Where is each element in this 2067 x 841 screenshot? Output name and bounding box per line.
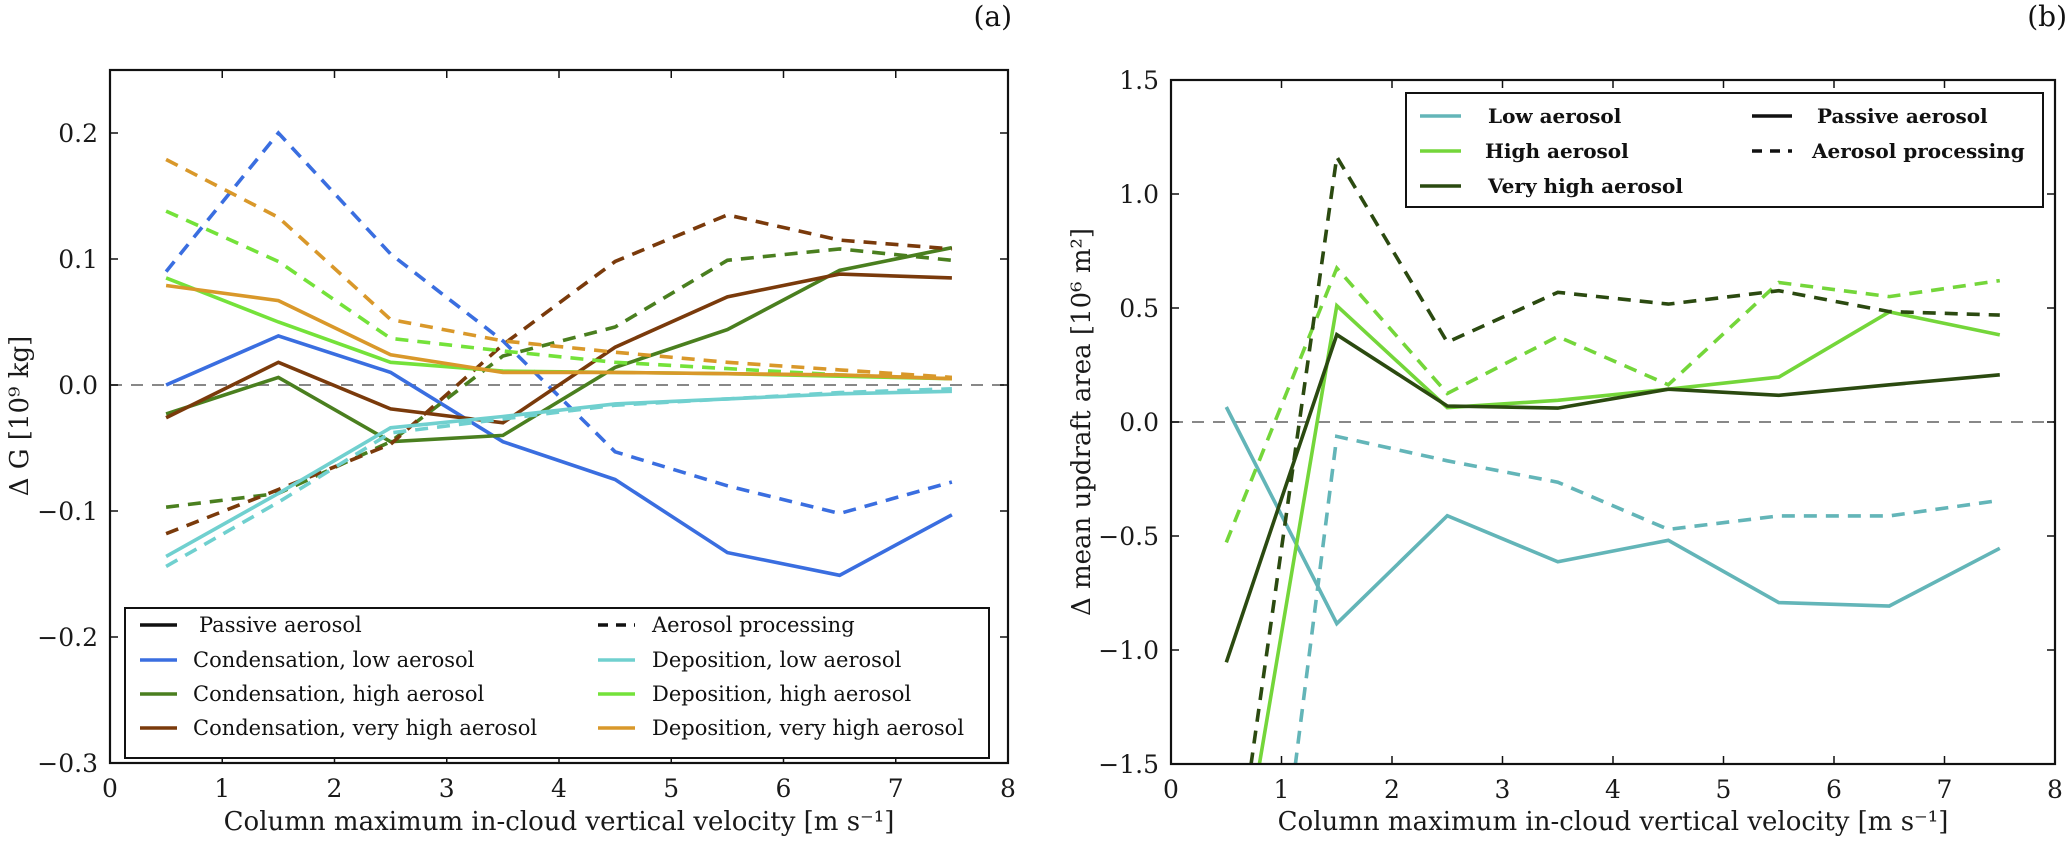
y-tick-label: −0.2: [37, 623, 98, 652]
y-tick-label: 1.0: [1119, 180, 1159, 209]
y-tick-label: −1.5: [1098, 750, 1159, 779]
x-tick-label: 7: [1937, 775, 1953, 804]
panel-a-x-axis-label: Column maximum in-cloud vertical velocit…: [224, 807, 895, 837]
series-line-a-4: Condensation, very high aerosol (passive…: [165, 272, 952, 425]
legend-b-processing-label: Aerosol processing: [1811, 139, 2025, 163]
x-tick-label: 0: [1163, 775, 1179, 804]
x-tick-label: 2: [327, 774, 343, 803]
x-tick-label: 2: [1384, 775, 1400, 804]
x-tick-label: 5: [663, 774, 679, 803]
panel-a-y-axis-label: Δ G [10⁹ kg]: [5, 336, 35, 497]
legend-b-high-label: High aerosol: [1485, 139, 1629, 163]
series-line-a-1: Condensation, low aerosol (processing): [164, 130, 953, 516]
panel-a-chart: (a) Condensation, low aerosol (passive)C…: [5, 0, 1016, 837]
y-tick-label: 0.1: [58, 245, 98, 274]
x-tick-label: 3: [439, 774, 455, 803]
panel-b-y-axis-label: Δ mean updraft area [10⁶ m²]: [1067, 228, 1097, 616]
panel-b-x-axis-label: Column maximum in-cloud vertical velocit…: [1278, 807, 1949, 837]
series-line-a-11: Deposition, very high aerosol (processin…: [165, 157, 953, 380]
y-tick-label: 1.5: [1119, 66, 1159, 95]
legend-dep-high-label: Deposition, high aerosol: [652, 682, 911, 706]
series-line-a-10: Deposition, very high aerosol (passive): [165, 283, 952, 381]
series-line-a-6: Deposition, low aerosol (passive): [165, 389, 952, 558]
x-tick-label: 8: [1000, 774, 1016, 803]
series-line-b-5: Very high aerosol (processing): [1249, 151, 2000, 764]
panel-b-ticks: 0 1 2 3 4 5 6 7 8 −1.5 −1.0 −0.5 0.0 0.5 1.0 1.5: [1098, 66, 2063, 804]
y-tick-label: −0.3: [37, 749, 98, 778]
legend-b-vhigh-label: Very high aerosol: [1487, 174, 1683, 198]
y-tick-label: 0.0: [1119, 408, 1159, 437]
legend-cond-high-label: Condensation, high aerosol: [193, 682, 485, 706]
series-line-b-1: Low aerosol (processing): [1293, 434, 2001, 764]
legend-cond-low-label: Condensation, low aerosol: [193, 648, 475, 672]
y-tick-label: 0.5: [1119, 294, 1159, 323]
x-tick-label: 3: [1495, 775, 1511, 804]
legend-passive-label: Passive aerosol: [199, 613, 362, 637]
x-tick-label: 4: [1605, 775, 1621, 804]
x-tick-label: 6: [1826, 775, 1842, 804]
legend-b-low-label: Low aerosol: [1488, 104, 1622, 128]
y-tick-label: 0.0: [58, 371, 98, 400]
series-line-a-9: Deposition, high aerosol (processing): [165, 209, 952, 381]
series-line-a-7: Deposition, low aerosol (processing): [165, 387, 952, 568]
x-tick-label: 8: [2047, 775, 2063, 804]
panel-a-label: (a): [973, 0, 1012, 33]
x-tick-label: 7: [888, 774, 904, 803]
legend-dep-low-label: Deposition, low aerosol: [652, 648, 902, 672]
series-line-b-4: Very high aerosol (passive): [1224, 331, 2000, 663]
panel-b-chart: (b) Low aerosol (passive)Low aerosol (pr…: [1067, 0, 2067, 837]
x-tick-label: 6: [776, 774, 792, 803]
series-line-a-0: Condensation, low aerosol (passive): [165, 333, 953, 578]
y-tick-label: −1.0: [1098, 636, 1159, 665]
y-tick-label: −0.1: [37, 497, 98, 526]
series-line-a-3: Condensation, high aerosol (processing): [165, 247, 953, 509]
legend-cond-vhigh-label: Condensation, very high aerosol: [193, 716, 537, 740]
panel-a-legend-box: [124, 607, 990, 759]
x-tick-label: 1: [1274, 775, 1290, 804]
panel-b-legend-box: [1405, 92, 2044, 208]
series-line-b-0: Low aerosol (passive): [1224, 406, 2001, 627]
series-line-a-2: Condensation, high aerosol (passive): [165, 245, 953, 444]
y-tick-label: 0.2: [58, 119, 98, 148]
panel-b-label: (b): [2027, 0, 2067, 33]
x-tick-label: 4: [551, 774, 567, 803]
legend-b-passive-label: Passive aerosol: [1817, 104, 1988, 128]
x-tick-label: 5: [1716, 775, 1732, 804]
panel-b-series-group: Low aerosol (passive)Low aerosol (proces…: [1171, 151, 2055, 764]
y-tick-label: −0.5: [1098, 522, 1159, 551]
panel-a-series-group: Condensation, low aerosol (passive)Conde…: [110, 130, 1008, 578]
panel-a-ticks: 0 1 2 3 4 5 6 7 8 −0.3 −0.2 −0.1 0.0 0.1 0.2: [37, 70, 1016, 803]
series-line-b-2: High aerosol (passive): [1257, 302, 2001, 764]
panel-a-legend: Passive aerosol Condensation, low aeroso…: [124, 607, 990, 759]
series-line-b-3: High aerosol (processing): [1224, 264, 2001, 544]
legend-dep-vhigh-label: Deposition, very high aerosol: [652, 716, 964, 740]
x-tick-label: 0: [102, 774, 118, 803]
legend-processing-label: Aerosol processing: [651, 613, 855, 637]
x-tick-label: 1: [214, 774, 230, 803]
panel-b-legend: Low aerosol High aerosol Very high aeros…: [1405, 92, 2044, 208]
